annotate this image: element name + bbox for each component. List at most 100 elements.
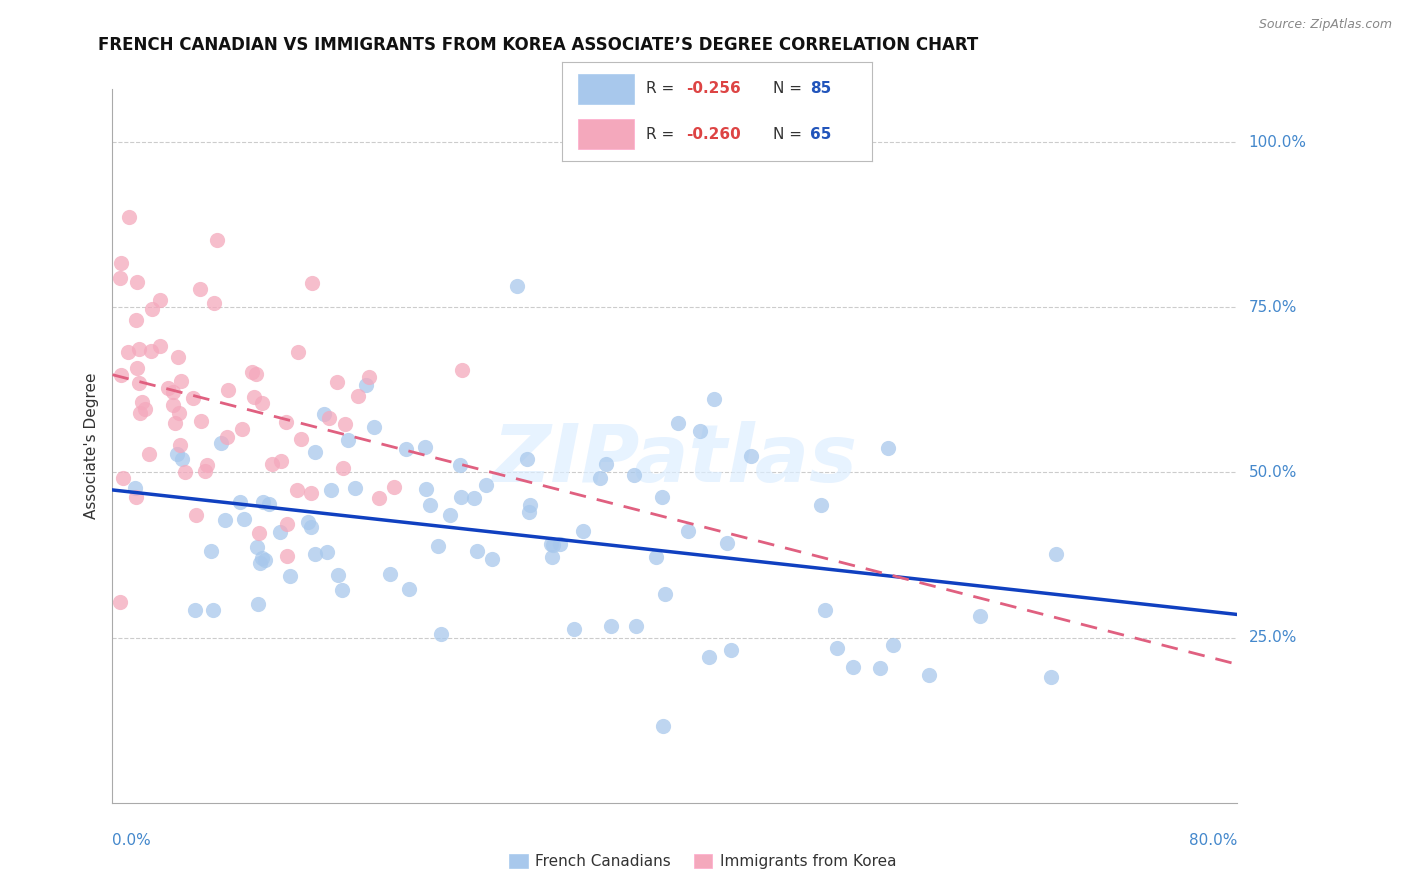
Point (395, 442, 418, 456)
Point (519, 505, 541, 519)
Legend: French Canadians, Immigrants from Korea: French Canadians, Immigrants from Korea (503, 848, 903, 875)
Text: 80.0%: 80.0% (1189, 833, 1237, 848)
Point (315, 545, 337, 559)
Point (439, 508, 461, 522)
Point (127, 275, 149, 289)
Point (141, 301, 163, 316)
Point (245, 368, 267, 382)
Point (243, 390, 266, 404)
Point (318, 411, 340, 425)
Point (125, 313, 148, 327)
Point (149, 338, 172, 352)
Point (550, 537, 572, 551)
Point (304, 548, 326, 562)
Point (562, 623, 585, 637)
Point (415, 441, 437, 455)
Point (280, 568, 302, 582)
Point (703, 392, 725, 406)
Point (336, 433, 359, 447)
Text: -0.260: -0.260 (686, 127, 741, 142)
Point (969, 609, 991, 624)
Point (699, 650, 721, 665)
Point (163, 416, 186, 430)
Point (125, 360, 148, 375)
Point (162, 398, 184, 412)
Point (195, 458, 218, 473)
Point (332, 583, 354, 598)
Point (229, 495, 252, 509)
Text: N =: N = (773, 81, 807, 96)
Point (214, 513, 236, 527)
Point (882, 638, 904, 652)
Point (257, 497, 280, 511)
Text: 50.0%: 50.0% (1249, 465, 1296, 480)
Point (451, 363, 474, 377)
Point (314, 408, 336, 422)
Point (595, 457, 617, 471)
Point (190, 282, 212, 296)
Point (1040, 670, 1063, 684)
Point (600, 619, 623, 633)
Point (138, 447, 160, 461)
Point (253, 552, 276, 566)
Point (676, 524, 699, 538)
Point (131, 395, 153, 409)
Point (654, 587, 676, 601)
Point (357, 370, 380, 384)
Point (626, 618, 648, 632)
Point (249, 556, 271, 570)
Text: FRENCH CANADIAN VS IMMIGRANTS FROM KOREA ASSOCIATE’S DEGREE CORRELATION CHART: FRENCH CANADIAN VS IMMIGRANTS FROM KOREA… (98, 36, 979, 54)
Point (450, 491, 472, 505)
Point (589, 471, 612, 485)
Text: Source: ZipAtlas.com: Source: ZipAtlas.com (1258, 18, 1392, 31)
Point (242, 365, 264, 379)
Point (209, 435, 232, 450)
Point (689, 424, 711, 438)
Point (869, 661, 891, 675)
Text: 100.0%: 100.0% (1249, 135, 1306, 150)
Point (276, 415, 298, 429)
Point (270, 453, 292, 467)
Point (247, 526, 270, 541)
Point (572, 524, 595, 538)
Point (740, 449, 762, 463)
Point (183, 391, 205, 405)
Bar (578, 74, 634, 103)
Point (250, 550, 273, 565)
Point (666, 416, 689, 430)
Point (149, 293, 172, 308)
Point (217, 384, 239, 398)
Point (720, 643, 742, 657)
Point (125, 490, 148, 504)
Point (205, 233, 228, 247)
Point (344, 481, 367, 495)
Point (876, 441, 898, 455)
Point (110, 256, 132, 270)
Point (162, 385, 184, 400)
Point (623, 467, 645, 482)
Point (333, 417, 356, 432)
Point (516, 451, 538, 466)
Point (415, 483, 437, 497)
Point (250, 395, 273, 409)
Point (184, 508, 207, 522)
Point (398, 582, 420, 597)
Point (810, 498, 832, 512)
Point (290, 432, 312, 446)
Point (287, 345, 309, 359)
Point (427, 540, 450, 554)
Point (194, 464, 217, 478)
Point (124, 481, 146, 495)
Point (354, 378, 377, 392)
Text: R =: R = (645, 81, 679, 96)
Point (128, 406, 150, 420)
Point (201, 603, 224, 617)
Point (506, 279, 529, 293)
Point (814, 603, 837, 617)
Point (299, 520, 322, 534)
Text: N =: N = (773, 127, 807, 142)
Point (262, 457, 284, 471)
Point (128, 343, 150, 357)
Text: 0.0%: 0.0% (112, 833, 152, 848)
Point (651, 719, 673, 733)
